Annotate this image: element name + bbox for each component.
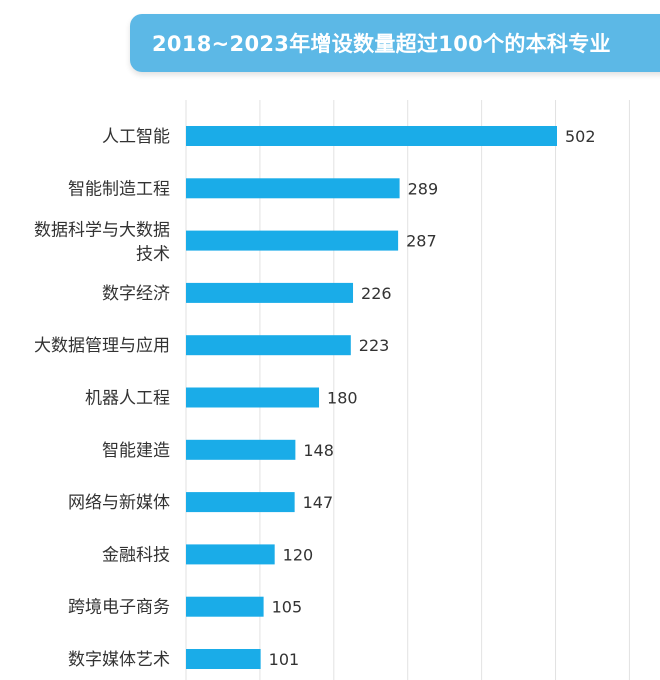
bar [186, 282, 354, 303]
value-label: 180 [327, 389, 358, 408]
value-label: 502 [565, 127, 596, 146]
bar [186, 387, 320, 408]
value-label: 148 [303, 441, 334, 460]
value-label: 147 [303, 493, 334, 512]
category-label: 数据科学与大数据 [34, 221, 170, 241]
category-label: 大数据管理与应用 [34, 336, 170, 356]
category-label: 金融科技 [102, 545, 170, 565]
value-label: 226 [361, 284, 392, 303]
bar [186, 126, 557, 146]
bar [186, 230, 399, 251]
title-banner: 2018~2023年增设数量超过100个的本科专业 [130, 14, 660, 72]
category-label: 跨境电子商务 [68, 598, 170, 618]
category-label: 网络与新媒体 [68, 493, 170, 513]
category-label: 人工智能 [102, 127, 170, 147]
category-label: 智能制造工程 [68, 179, 170, 199]
category-label: 技术 [136, 245, 170, 265]
category-label: 机器人工程 [85, 389, 170, 409]
bar [186, 439, 296, 460]
bar [186, 649, 261, 669]
category-label: 智能建造 [102, 441, 170, 461]
value-label: 120 [283, 545, 314, 564]
category-label: 数字经济 [102, 284, 170, 304]
bar [186, 335, 351, 356]
bar [186, 596, 264, 617]
value-label: 287 [406, 232, 437, 251]
bar [186, 544, 275, 565]
value-label: 101 [269, 650, 300, 669]
value-label: 289 [408, 179, 439, 198]
value-label: 105 [272, 598, 303, 617]
bar [186, 492, 295, 513]
chart-title: 2018~2023年增设数量超过100个的本科专业 [152, 32, 611, 56]
value-label: 223 [359, 336, 390, 355]
bar [186, 178, 400, 199]
category-label: 数字媒体艺术 [68, 650, 170, 670]
